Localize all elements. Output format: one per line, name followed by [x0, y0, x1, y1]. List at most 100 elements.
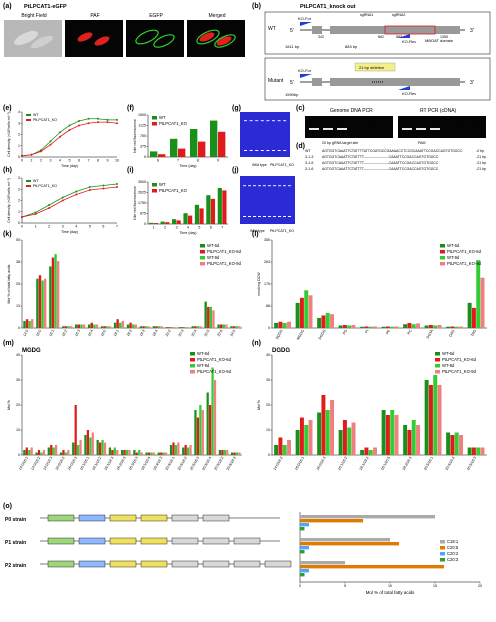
bar: [476, 447, 481, 455]
construct-box: [202, 514, 230, 522]
x-axis-label: Time (day): [179, 164, 196, 168]
bar: [211, 367, 214, 455]
panel-label: (d): [296, 143, 305, 150]
x-tick-label: 20:5/16:2: [177, 456, 188, 471]
x-tick-label: 1: [35, 225, 37, 229]
bar: [113, 447, 116, 455]
bar: [300, 515, 435, 519]
panel-label: (h): [3, 167, 12, 174]
tlc-ko-label: PtLPCAT1_KO: [270, 229, 294, 233]
bar: [30, 447, 33, 455]
bar: [59, 452, 63, 455]
bar: [47, 447, 50, 455]
x-tick-label: 16:2: [61, 329, 68, 337]
x-tick-label: PG: [342, 329, 348, 336]
bar: [82, 324, 86, 328]
bp-label: 1611 bp: [285, 44, 300, 49]
x-tick-label: 16:3/16:3: [128, 456, 139, 471]
num-label: 883: [396, 35, 402, 39]
egfp-signal: [153, 34, 175, 48]
x-tick-label: 3: [176, 226, 178, 230]
x-tick-label: 5: [198, 226, 200, 230]
bar: [304, 425, 309, 455]
bar: [300, 550, 305, 554]
bar: [235, 326, 238, 328]
tlc-band: [277, 120, 281, 122]
bar: [295, 430, 300, 455]
y-tick-label: 88: [266, 304, 270, 308]
bar: [364, 447, 369, 455]
bar: [300, 519, 363, 523]
data-point: [87, 122, 90, 125]
ko-for-label: KO-For: [298, 16, 312, 21]
x-tick-label: DAG: [448, 329, 455, 338]
x-tick-label: TAG: [470, 329, 477, 337]
tlc-band: [273, 185, 276, 187]
bar: [411, 420, 416, 455]
legend-swatch: [440, 256, 445, 260]
bar: [385, 326, 390, 328]
tlc-band: [258, 185, 261, 187]
construct-box: [140, 560, 168, 568]
x-tick-label: 14:0/16:1: [18, 456, 29, 471]
legend-entry: PtLPCAT1_KO: [33, 118, 57, 122]
panel-label: (a): [3, 3, 12, 10]
seq-name: 3-1-6: [305, 167, 313, 171]
bar: [157, 326, 161, 328]
tlc-origin: [288, 216, 291, 217]
construct-box: [140, 514, 168, 522]
bar: [235, 452, 239, 455]
seq-note: -21 bp: [476, 155, 486, 159]
data-point: [102, 184, 105, 187]
bar: [351, 324, 356, 328]
y-tick-label: 375: [140, 145, 146, 149]
x-tick-label: 7: [177, 159, 179, 163]
bar: [385, 415, 390, 455]
box: [264, 11, 491, 55]
data-point: [21, 216, 23, 218]
bar: [317, 317, 322, 328]
bar: [191, 326, 194, 328]
tlc-band: [243, 185, 246, 187]
bar: [44, 278, 47, 328]
tlc-origin: [266, 150, 270, 151]
construct-box: [264, 560, 292, 568]
bar: [342, 324, 347, 328]
x-tick-label: 16:0/16:3: [67, 456, 78, 471]
bar: [56, 261, 60, 328]
bar: [90, 322, 93, 328]
y-tick-label: 40: [266, 353, 270, 357]
x-tick-label: 16:0/16:2: [55, 456, 66, 471]
exon: [312, 26, 322, 34]
construct-box: [109, 537, 137, 545]
legend-swatch: [440, 250, 445, 254]
lane-label: 1: [312, 118, 315, 123]
legend-entry: PtLPCAT1_KO-6d: [197, 357, 232, 362]
bar: [190, 129, 198, 157]
x-tick-label: 6: [78, 159, 80, 163]
tlc-wt-label: Wild type: [250, 229, 265, 233]
sgrna1-label: sgRNA1: [360, 13, 373, 17]
legend-entry: C20:5: [447, 545, 459, 550]
cell-shape: [30, 35, 54, 49]
x-tick-label: 0: [299, 584, 301, 588]
bar: [80, 324, 83, 328]
legend-swatch: [152, 189, 157, 193]
tlc-origin: [243, 216, 246, 217]
series-line: [21, 183, 118, 218]
bar: [381, 410, 386, 455]
panel-b-title: PtLPCAT1_knock out: [300, 4, 356, 10]
bar: [74, 405, 77, 455]
panel-label: (k): [3, 231, 12, 238]
y-tick-label: 875: [140, 212, 146, 216]
x-tick-label: 20:5/16:3: [189, 456, 200, 471]
panel-label: (g): [232, 105, 241, 112]
legend-swatch: [435, 358, 440, 362]
panel-label: (e): [3, 105, 12, 112]
x-tick-label: 16:1: [48, 329, 55, 337]
bar: [169, 445, 173, 455]
data-point: [59, 135, 61, 138]
bar: [450, 326, 455, 328]
y-tick-label: 30: [16, 378, 20, 382]
x-tick-label: 20: [478, 584, 482, 588]
